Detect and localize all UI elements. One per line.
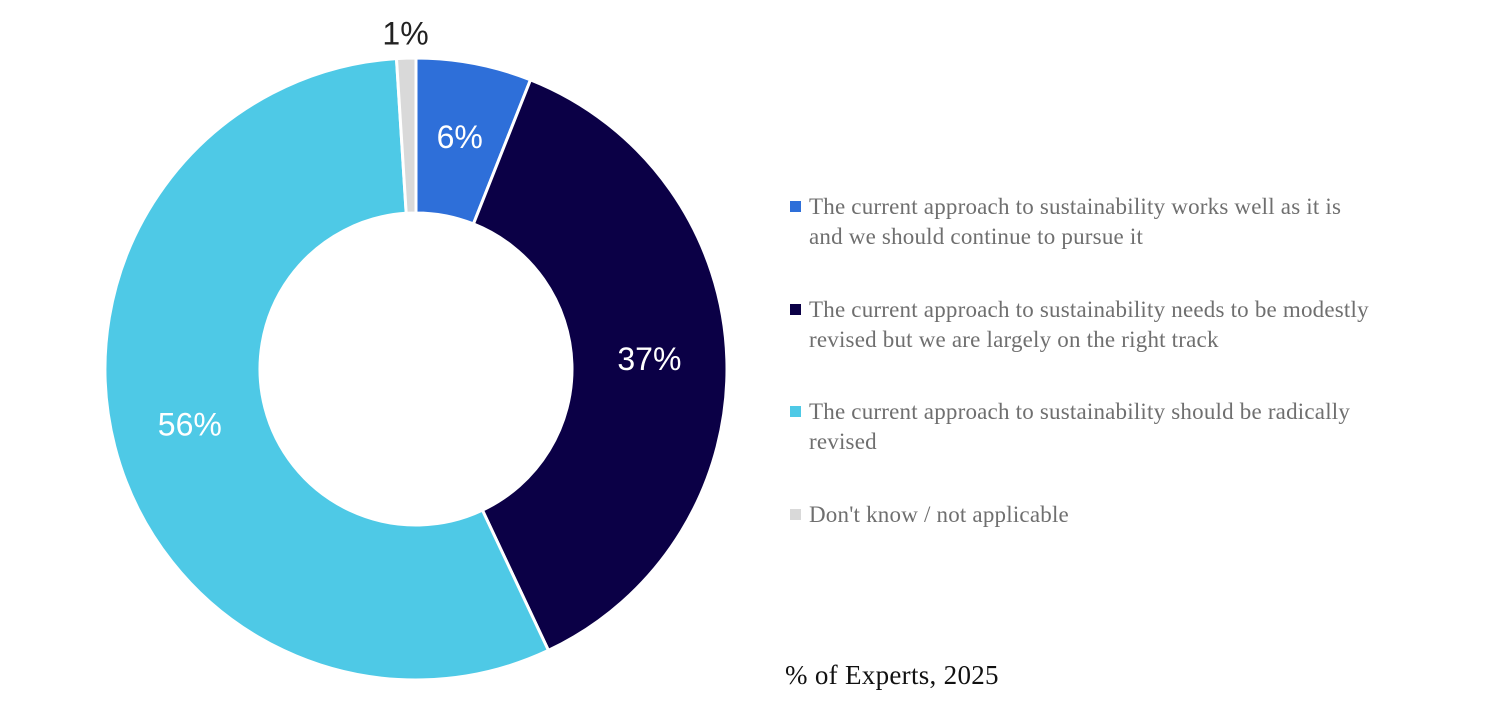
slice-label-modestly-revised: 37%: [617, 341, 681, 377]
slice-label-dont-know: 1%: [382, 16, 428, 52]
legend-swatch-modestly-revised: [790, 304, 801, 315]
legend-swatch-radically-revised: [790, 406, 801, 417]
legend-swatch-works-well: [790, 201, 801, 212]
slice-labels: 6% 37% 56% 1%: [158, 16, 682, 443]
legend-label-works-well: The current approach to sustainability w…: [809, 194, 1342, 249]
donut-slices: [103, 56, 729, 682]
legend-item-radically-revised: The current approach to sustainability s…: [790, 397, 1380, 457]
donut-slice-modestly-revised: [471, 77, 729, 653]
slice-label-radically-revised: 56%: [158, 407, 222, 443]
legend-item-works-well: The current approach to sustainability w…: [790, 192, 1380, 252]
chart-footer: % of Experts, 2025: [785, 660, 999, 690]
legend-item-modestly-revised: The current approach to sustainability n…: [790, 295, 1380, 355]
slice-label-works-well: 6%: [437, 119, 483, 155]
legend-swatch-dont-know: [790, 509, 801, 520]
donut-slice-dont-know: [394, 56, 418, 215]
donut-slice-radically-revised: [103, 57, 551, 682]
legend-label-modestly-revised: The current approach to sustainability n…: [809, 297, 1369, 352]
legend-item-dont-know: Don't know / not applicable: [790, 500, 1380, 530]
legend-label-radically-revised: The current approach to sustainability s…: [809, 399, 1351, 454]
legend-label-dont-know: Don't know / not applicable: [809, 502, 1069, 527]
